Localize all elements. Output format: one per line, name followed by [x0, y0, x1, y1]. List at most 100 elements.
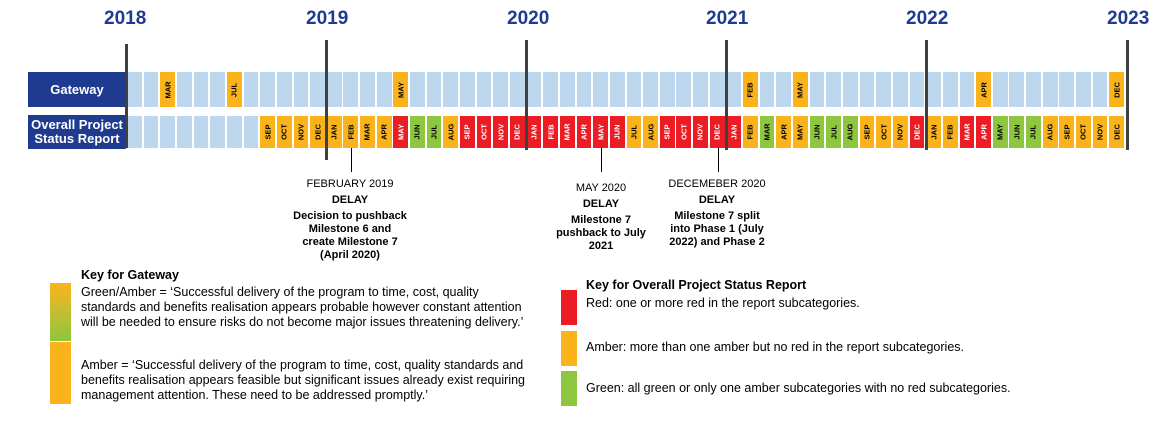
status-cell: APR	[576, 116, 592, 148]
gateway-cell	[659, 72, 675, 107]
gateway-cell	[892, 72, 908, 107]
swatch-amber-status	[561, 331, 577, 366]
status-cell: OCT	[276, 116, 292, 148]
gateway-cell	[826, 72, 842, 107]
gateway-cell: APR	[976, 72, 991, 107]
month-label: OCT	[879, 124, 889, 140]
status-cell: OCT	[676, 116, 692, 148]
month-label: DEC	[1112, 124, 1122, 140]
month-label: JAN	[729, 124, 739, 140]
status-cell: JUL	[626, 116, 642, 148]
status-cell: MAR	[360, 116, 375, 148]
gateway-key-amber-text: Amber = ‘Successful delivery of the prog…	[81, 358, 526, 402]
status-cell: JAN	[526, 116, 542, 148]
gateway-cell	[260, 72, 275, 107]
status-cell: MAR	[559, 116, 575, 148]
gateway-cell	[360, 72, 375, 107]
status-cell: NOV	[693, 116, 708, 148]
gateway-cell	[1042, 72, 1058, 107]
month-label: MAR	[762, 123, 772, 141]
gateway-cell: MAR	[160, 72, 176, 107]
year-2018: 2018	[104, 8, 147, 29]
status-cell-empty	[243, 116, 259, 148]
gateway-cell	[842, 72, 858, 107]
status-cell: FEB	[543, 116, 559, 148]
status-cell: MAR	[759, 116, 775, 148]
gateway-cell	[460, 72, 475, 107]
gateway-cell	[1092, 72, 1108, 107]
month-label: NOV	[895, 123, 905, 141]
year-2019: 2019	[306, 8, 349, 29]
gateway-cell	[992, 72, 1008, 107]
status-cell: JUN	[410, 116, 425, 148]
gateway-cell	[626, 72, 642, 107]
month-label: MAR	[962, 123, 972, 141]
status-cell: NOV	[493, 116, 509, 148]
status-cell: MAY	[992, 116, 1008, 148]
gateway-cell	[909, 72, 925, 107]
gateway-cell	[759, 72, 775, 107]
month-label: OCT	[679, 124, 689, 140]
year-line-2023	[1126, 40, 1129, 150]
year-line-2022	[925, 40, 928, 150]
month-label: NOV	[1095, 123, 1105, 141]
status-cell: APR	[976, 116, 991, 148]
month-label: APR	[379, 124, 389, 140]
gateway-cell	[343, 72, 359, 107]
status-cell-empty	[143, 116, 159, 148]
gateway-cell	[476, 72, 492, 107]
month-label: APR	[579, 124, 589, 140]
gateway-cell	[276, 72, 292, 107]
month-label: JUN	[812, 124, 822, 140]
month-label: FEB	[745, 82, 755, 97]
month-label: DEC	[512, 124, 522, 140]
status-cell: JUN	[1009, 116, 1025, 148]
gateway-cell	[576, 72, 592, 107]
gateway-cell	[926, 72, 941, 107]
month-label: FEB	[546, 124, 556, 140]
month-label: JUN	[612, 124, 622, 140]
month-label: JAN	[929, 124, 939, 140]
month-label: FEB	[745, 124, 755, 140]
month-label: DEC	[1112, 81, 1122, 98]
status-key-title: Key for Overall Project Status Report	[586, 278, 807, 292]
annotation-date: MAY 2020	[575, 182, 627, 194]
status-cell: DEC	[1109, 116, 1125, 148]
status-cell: OCT	[876, 116, 892, 148]
month-label: MAY	[795, 124, 805, 140]
status-key-green-text: Green: all green or only one amber subca…	[586, 381, 1011, 395]
swatch-red	[561, 290, 577, 325]
gateway-cell	[127, 72, 142, 107]
gateway-cell	[1026, 72, 1041, 107]
swatch-green	[561, 371, 577, 406]
month-label: OCT	[1078, 124, 1088, 140]
gateway-cell	[643, 72, 658, 107]
gateway-cell	[543, 72, 559, 107]
status-cell: AUG	[443, 116, 459, 148]
month-label: SEP	[662, 124, 672, 140]
year-line-2021	[725, 40, 728, 150]
month-label: OCT	[279, 124, 289, 140]
gateway-cell	[426, 72, 442, 107]
status-cell: JAN	[726, 116, 742, 148]
annotation-status: DELAY	[698, 194, 736, 206]
gateway-cell	[1059, 72, 1075, 107]
status-cell: FEB	[942, 116, 958, 148]
swatch-green-amber	[50, 283, 71, 341]
month-label: SEP	[862, 124, 872, 140]
gateway-cell	[176, 72, 192, 107]
month-label: SEP	[462, 124, 472, 140]
month-label: MAY	[396, 124, 406, 140]
gateway-cell	[709, 72, 725, 107]
status-cell-empty	[226, 116, 242, 148]
status-key-red-text: Red: one or more red in the report subca…	[586, 296, 860, 310]
status-cell: OCT	[476, 116, 492, 148]
annotation-tick-may-2020	[601, 148, 602, 172]
status-cell: JAN	[326, 116, 342, 148]
status-cell: JUL	[826, 116, 842, 148]
status-cell-empty	[176, 116, 192, 148]
month-label: JAN	[529, 124, 539, 140]
status-key-amber-text: Amber: more than one amber but no red in…	[586, 340, 964, 354]
gateway-cell	[293, 72, 309, 107]
month-label: MAY	[396, 81, 406, 98]
